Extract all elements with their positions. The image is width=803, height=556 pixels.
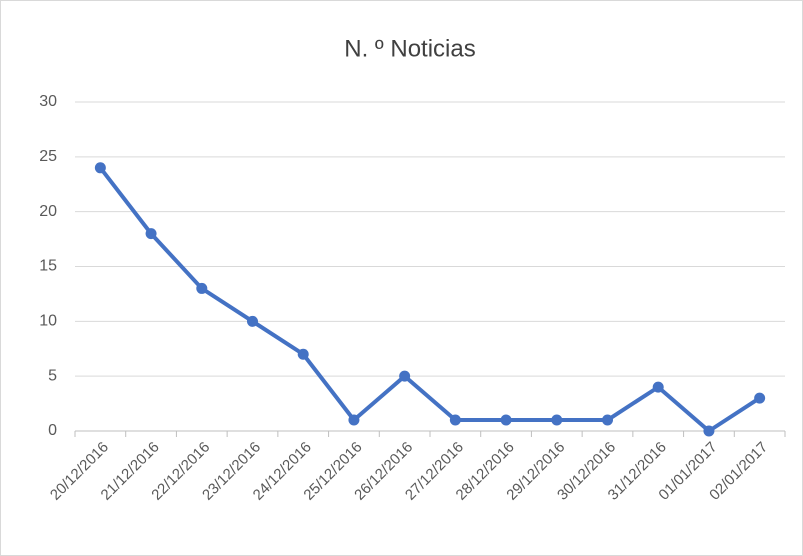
- line: [98, 166, 761, 433]
- marker: [196, 282, 208, 294]
- y-tick-label: 0: [48, 422, 57, 439]
- chart-title: N. º Noticias: [344, 35, 475, 62]
- y-tick-label: 15: [39, 258, 57, 275]
- y-tick-label: 20: [39, 203, 57, 220]
- marker: [652, 381, 664, 393]
- marker: [500, 414, 512, 426]
- marker: [703, 425, 715, 437]
- marker: [602, 414, 613, 426]
- y-tick-label: 10: [39, 313, 57, 330]
- marker: [297, 348, 309, 360]
- marker: [94, 162, 106, 174]
- marker: [348, 414, 360, 426]
- marker: [399, 370, 411, 382]
- marker: [449, 414, 461, 426]
- y-tick-label: 25: [39, 148, 57, 165]
- y-tick-label: 30: [39, 93, 57, 110]
- marker: [247, 315, 258, 327]
- y-tick-label: 5: [48, 367, 57, 384]
- marker: [754, 392, 766, 404]
- marker: [145, 228, 157, 240]
- marker: [551, 414, 563, 426]
